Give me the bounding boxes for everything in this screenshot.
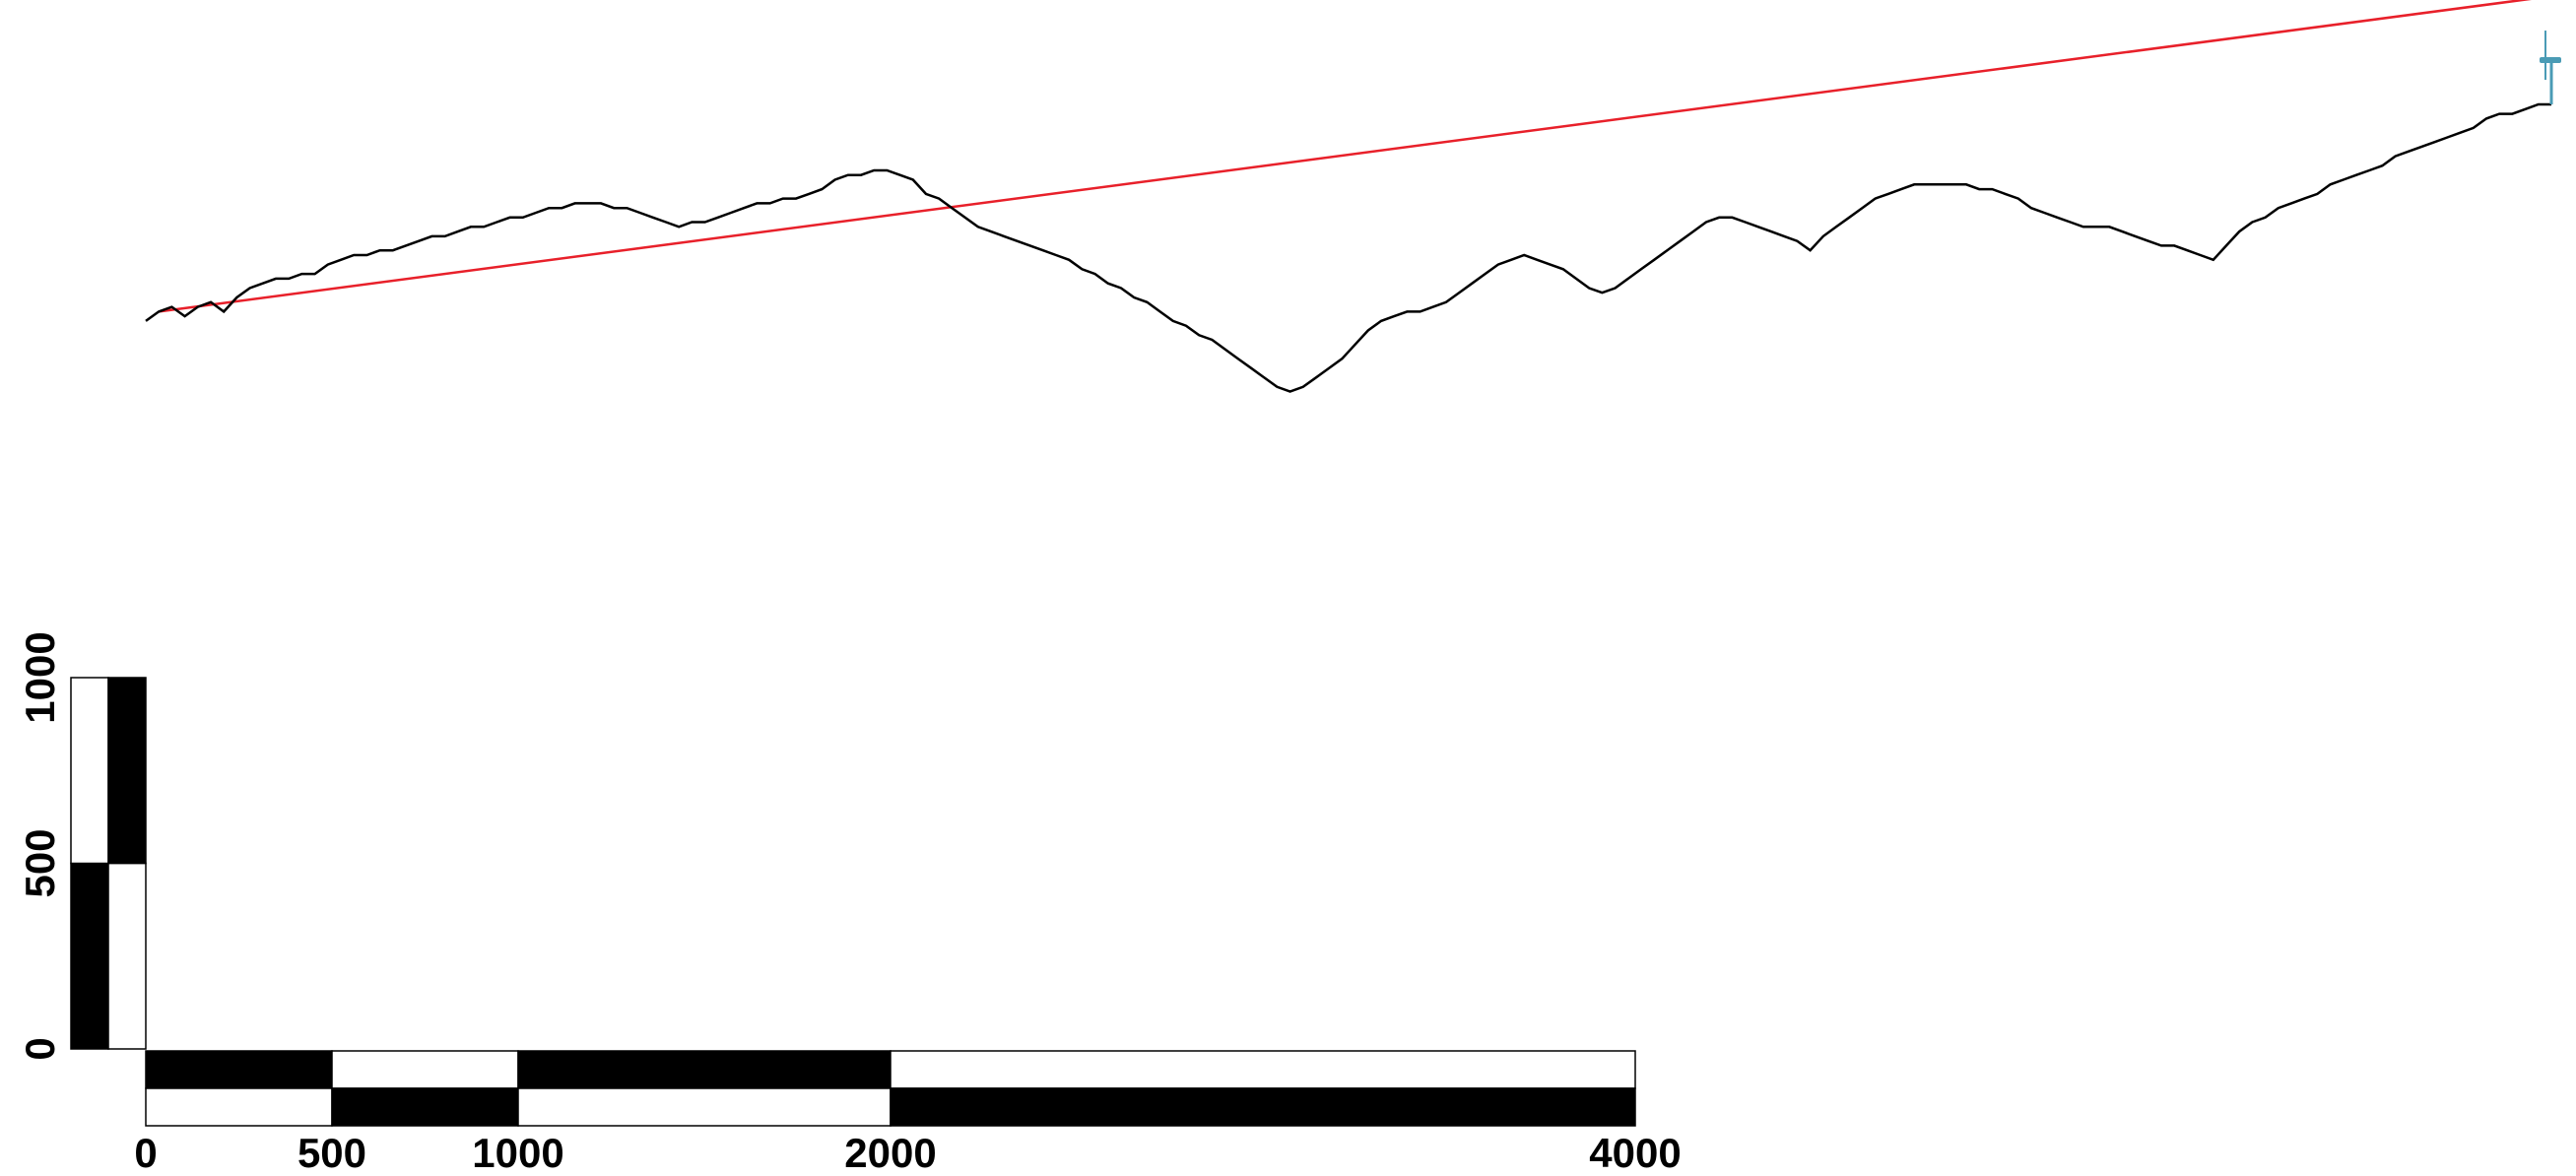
vertical-scale-bar (70, 677, 147, 1050)
vertical-scale-tick-label: 1000 (17, 631, 63, 723)
horizontal-scale-ticks: 0 500 1000 2000 4000 (134, 1130, 1681, 1176)
horizontal-scale-segment (331, 1087, 519, 1127)
horizontal-scale-segment (145, 1050, 333, 1089)
horizontal-scale-segment (517, 1050, 892, 1089)
horizontal-scale-bar (145, 1050, 1636, 1127)
horizontal-scale-segment (331, 1050, 519, 1089)
sightline (159, 0, 2532, 313)
horizontal-scale-segment (517, 1087, 892, 1127)
terrain-profile (145, 102, 2551, 393)
horizontal-scale-tick-label: 4000 (1589, 1130, 1681, 1176)
horizontal-scale-segment (890, 1050, 1636, 1089)
vertical-scale-segment (70, 677, 109, 865)
horizontal-scale-tick-label: 1000 (472, 1130, 563, 1176)
horizontal-scale-tick-label: 500 (297, 1130, 366, 1176)
turbine-nacelle (2540, 57, 2561, 64)
vertical-scale-ticks: 0 500 1000 (17, 631, 63, 1060)
horizontal-scale-segment (145, 1087, 333, 1127)
vertical-scale-tick-label: 0 (17, 1037, 63, 1060)
vertical-scale-segment (107, 862, 147, 1050)
horizontal-scale-tick-label: 2000 (844, 1130, 936, 1176)
wind-turbine-icon (2540, 31, 2561, 105)
horizontal-scale-segment (890, 1087, 1636, 1127)
vertical-scale-segment (107, 677, 147, 865)
vertical-scale-segment (70, 862, 109, 1050)
vertical-scale-tick-label: 500 (17, 828, 63, 897)
horizontal-scale-tick-label: 0 (134, 1130, 157, 1176)
